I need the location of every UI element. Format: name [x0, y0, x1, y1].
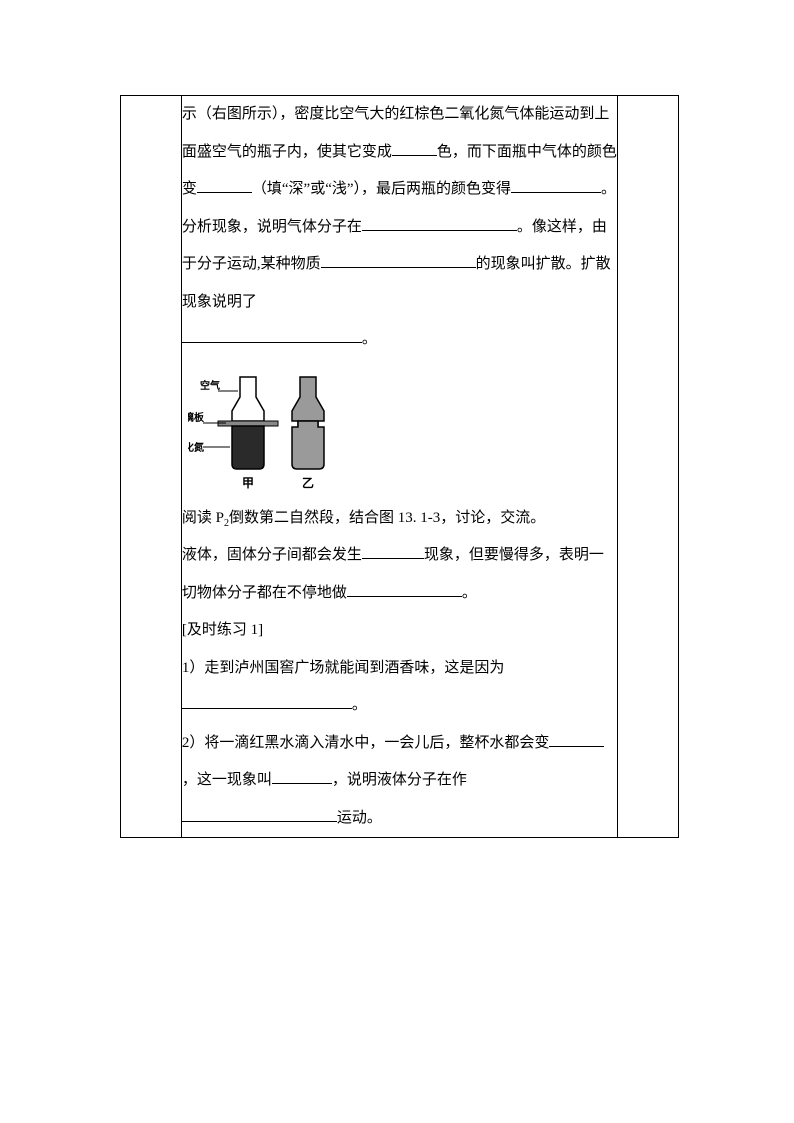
- para2-t2: 倒数第二自然段，结合图 13. 1-3，讨论，交流。: [229, 510, 545, 526]
- q1-a: 1）走到泸州国窖广场就能闻到酒香味，这是因为: [182, 660, 505, 676]
- q2-c: ，说明液体分子在作: [332, 772, 467, 788]
- para1-t3: （填“深”或“浅”），最后两瓶的颜色变得: [252, 181, 511, 197]
- blank-12[interactable]: [182, 807, 337, 822]
- q1-b: 。: [352, 697, 367, 713]
- q2-b: ，这一现象叫: [182, 772, 272, 788]
- blank-1[interactable]: [392, 141, 437, 156]
- label-air: 空气: [200, 379, 220, 392]
- para2-t1: 阅读 P: [182, 510, 224, 526]
- blank-6[interactable]: [182, 328, 362, 343]
- blank-5[interactable]: [321, 253, 476, 268]
- worksheet-table: 示（右图所示），密度比空气大的红棕色二氧化氮气体能运动到上面盛空气的瓶子内，使其…: [120, 95, 679, 838]
- content-body: 示（右图所示），密度比空气大的红棕色二氧化氮气体能运动到上面盛空气的瓶子内，使其…: [182, 96, 617, 837]
- blank-7[interactable]: [362, 544, 424, 559]
- para3-t1: 液体，固体分子间都会发生: [182, 547, 362, 563]
- blank-9[interactable]: [182, 694, 352, 709]
- blank-11[interactable]: [272, 769, 332, 784]
- label-glass: 玻璃板: [188, 411, 205, 424]
- label-a: 甲: [242, 476, 254, 490]
- q2-d: 运动。: [337, 810, 382, 826]
- para1-t7: 。: [362, 331, 377, 347]
- left-margin-cell: [121, 96, 182, 838]
- right-margin-cell: [618, 96, 679, 838]
- blank-2[interactable]: [197, 178, 252, 193]
- exercise-heading: [及时练习 1]: [182, 622, 263, 638]
- blank-8[interactable]: [347, 582, 462, 597]
- diffusion-diagram: 空气 玻璃板 二氧化氮 甲 乙: [188, 369, 617, 494]
- blank-4[interactable]: [362, 216, 517, 231]
- para3-t3: 。: [462, 585, 477, 601]
- blank-3[interactable]: [511, 178, 601, 193]
- content-cell: 示（右图所示），密度比空气大的红棕色二氧化氮气体能运动到上面盛空气的瓶子内，使其…: [181, 96, 617, 838]
- q2-a: 2）将一滴红黑水滴入清水中，一会儿后，整杯水都会变: [182, 735, 550, 751]
- blank-10[interactable]: [549, 732, 604, 747]
- label-no2: 二氧化氮: [188, 441, 204, 454]
- label-b: 乙: [302, 476, 314, 490]
